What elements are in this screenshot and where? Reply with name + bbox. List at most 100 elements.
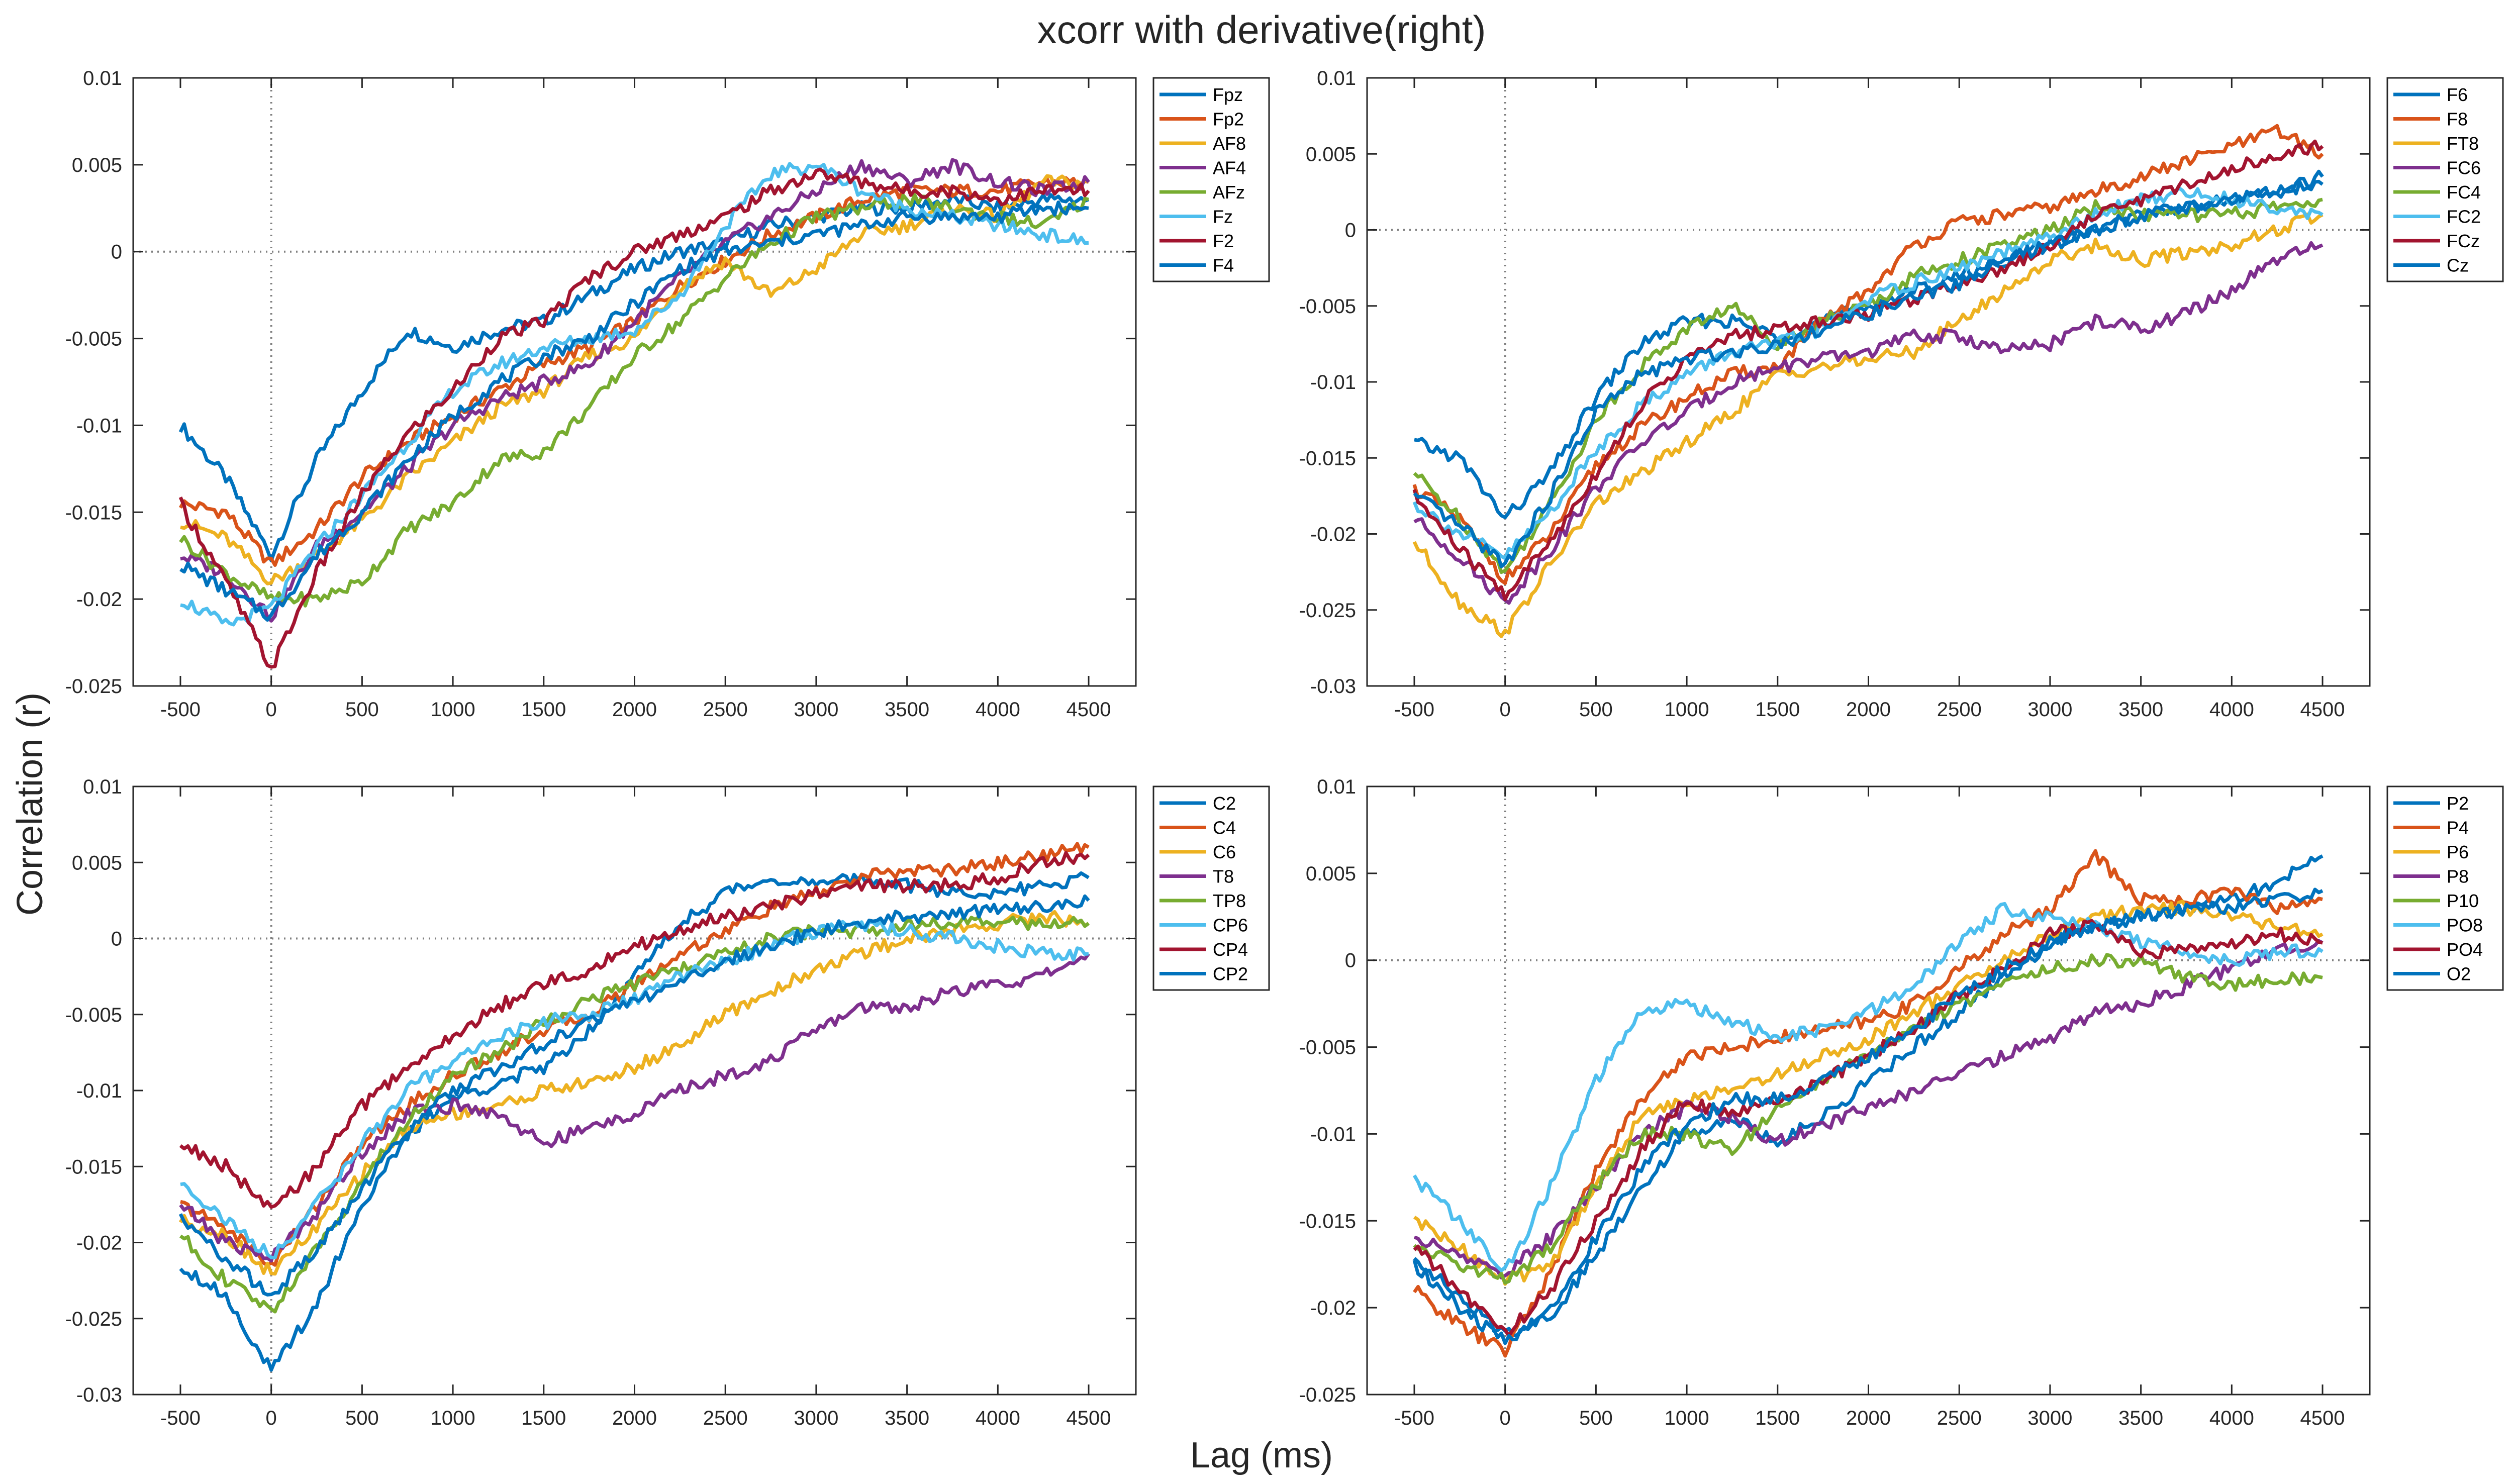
legend-box [1152,77,1270,282]
legend: P2 P4 P6 P8 P10 PO8 PO4 O2 [2386,785,2504,991]
series-line-fc2 [1412,186,2324,560]
y-tick-label: -0.025 [1299,600,1356,622]
legend-box [2386,785,2504,991]
legend-entry: CP6 [1213,915,1248,936]
series-line-o2 [1412,887,2324,1345]
y-tick-label: -0.015 [1299,1210,1356,1232]
y-tick-label: -0.005 [1299,295,1356,318]
x-tick-label: 2000 [1846,699,1891,721]
series-line-cp4 [179,851,1090,1209]
x-tick-label: 1000 [1665,699,1709,721]
legend-entry: CP2 [1213,964,1248,984]
y-tick-label: 0 [111,928,122,950]
legend-entry: C6 [1213,842,1236,862]
y-tick-label: 0.005 [72,154,122,176]
y-tick-label: -0.01 [76,1080,122,1102]
x-tick-label: 500 [345,1407,379,1429]
series-line-cp2 [178,894,1090,1297]
legend-entry: C4 [1213,818,1236,838]
legend-entry: P2 [2447,793,2469,814]
x-tick-label: 1500 [1755,1407,1800,1429]
legend-entry: P6 [2447,842,2469,862]
x-tick-label: 4500 [2300,1407,2345,1429]
x-tick-label: 4000 [976,1407,1020,1429]
figure-x-axis-label: Lag (ms) [1190,1435,1333,1475]
x-tick-label: 0 [1500,1407,1511,1429]
x-tick-label: 1000 [431,1407,475,1429]
legend-entry: F8 [2447,109,2468,130]
y-tick-label: 0.005 [72,852,122,874]
y-tick-label: -0.02 [76,1232,122,1254]
y-tick-label: -0.025 [1299,1384,1356,1406]
legend-entry: F2 [1213,231,1234,251]
legend: C2 C4 C6 T8 TP8 CP6 CP4 CP2 [1152,785,1270,991]
x-tick-label: -500 [1394,699,1434,721]
series-line-cz [1413,169,2324,568]
legend-entry: F4 [1213,255,1234,276]
x-tick-label: 3000 [794,699,838,721]
x-tick-label: 1500 [521,699,566,721]
legend-entry: F6 [2447,84,2468,105]
legend-entry: FT8 [2447,133,2479,154]
legend-entry: AF8 [1213,133,1246,154]
legend-entry: FCz [2447,231,2480,251]
series-line-afz [179,192,1089,608]
subplot-3: -500 0 500 1000 1500 2000 2500 3000 3500 4000 4500… [65,776,1270,1429]
legend-entry: P8 [2447,866,2469,887]
series-line-po4 [1413,919,2323,1338]
y-tick-label: -0.03 [1310,675,1356,698]
x-tick-label: 3500 [885,699,929,721]
y-tick-label: -0.03 [76,1384,122,1406]
y-tick-label: -0.015 [65,502,122,524]
legend-entry: PO8 [2447,915,2483,936]
x-tick-label: 0 [1500,699,1511,721]
legend-entry: Fz [1213,207,1233,227]
y-tick-label: 0.01 [1317,776,1356,798]
y-tick-label: 0.005 [1306,143,1356,165]
legend-entry: P4 [2447,818,2469,838]
y-tick-label: -0.005 [65,328,122,350]
y-tick-label: -0.02 [1310,524,1356,546]
x-tick-label: 3000 [2027,1407,2072,1429]
x-tick-label: 4000 [976,699,1020,721]
series-line-p6 [1413,900,2324,1286]
x-tick-label: 500 [345,699,379,721]
x-tick-label: 0 [266,699,277,721]
series-line-ft8 [1412,212,2324,638]
x-tick-label: -500 [160,1407,201,1429]
series-line-f8 [1412,124,2324,585]
series-line-c2 [179,871,1090,1372]
x-tick-label: 2500 [703,699,748,721]
legend-entry: CP4 [1213,939,1248,960]
x-tick-label: 1500 [521,1407,566,1429]
axes-box [132,77,1137,687]
legend: Fpz Fp2 AF8 AF4 AFz Fz F2 F4 [1152,77,1270,282]
x-tick-label: 500 [1579,1407,1613,1429]
y-tick-label: 0.005 [1306,863,1356,885]
y-tick-label: 0.01 [1317,67,1356,89]
x-tick-label: -500 [1394,1407,1434,1429]
x-tick-label: 2500 [1937,699,1982,721]
x-tick-label: 1500 [1755,699,1800,721]
x-tick-label: 500 [1579,699,1613,721]
series-line-f4 [179,201,1089,622]
x-tick-label: -500 [160,699,201,721]
y-tick-label: -0.01 [76,415,122,437]
x-tick-label: 4500 [1067,1407,1111,1429]
x-tick-label: 0 [266,1407,277,1429]
y-tick-label: -0.025 [65,1308,122,1330]
y-tick-label: -0.005 [65,1004,122,1026]
series-line-fz [180,162,1089,627]
x-tick-label: 2000 [612,699,657,721]
x-tick-label: 4500 [1067,699,1111,721]
y-tick-label: 0.01 [83,67,122,89]
x-tick-label: 2500 [1937,1407,1982,1429]
legend-entry: PO4 [2447,939,2483,960]
x-tick-label: 1000 [431,699,475,721]
legend-entry: P10 [2447,891,2479,911]
legend-entry: O2 [2447,964,2471,984]
legend-box [1152,785,1270,991]
series-line-fc6 [1413,241,2324,605]
subplot-2: -500 0 500 1000 1500 2000 2500 3000 3500 4000 4500… [1299,67,2504,721]
